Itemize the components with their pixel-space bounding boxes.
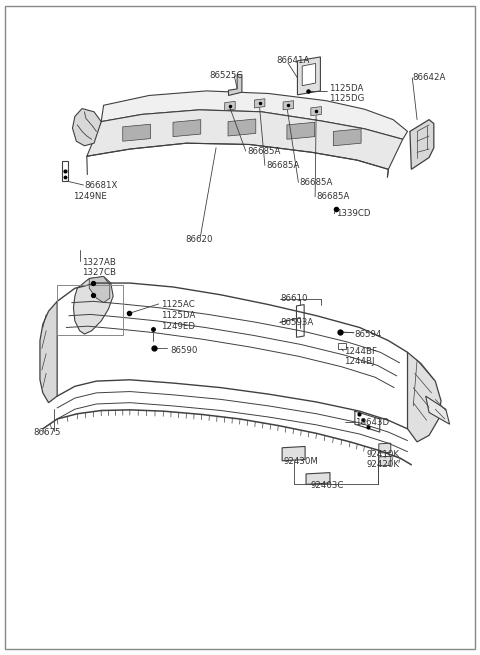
- Polygon shape: [297, 305, 304, 337]
- Text: 1125DG: 1125DG: [328, 94, 364, 103]
- Text: 1125DA: 1125DA: [161, 310, 195, 320]
- Polygon shape: [101, 91, 408, 140]
- Polygon shape: [379, 443, 391, 453]
- Text: 86525C: 86525C: [209, 71, 242, 81]
- Polygon shape: [89, 276, 110, 303]
- Text: 86685A: 86685A: [266, 161, 300, 170]
- Polygon shape: [287, 122, 315, 140]
- Text: 1125AC: 1125AC: [161, 300, 195, 309]
- Text: 1327AB: 1327AB: [82, 257, 116, 267]
- Text: 86641A: 86641A: [276, 56, 309, 66]
- Polygon shape: [173, 120, 201, 137]
- Polygon shape: [254, 99, 265, 108]
- Text: 86593A: 86593A: [281, 318, 314, 327]
- Polygon shape: [283, 101, 294, 110]
- Text: 92430M: 92430M: [283, 457, 318, 466]
- Text: 86675: 86675: [33, 428, 61, 437]
- Text: 18643D: 18643D: [355, 418, 389, 427]
- Text: 86685A: 86685A: [300, 178, 333, 187]
- Text: 86610: 86610: [281, 293, 308, 303]
- Text: 86620: 86620: [185, 234, 213, 244]
- Polygon shape: [410, 120, 434, 170]
- Text: 86590: 86590: [170, 346, 198, 355]
- Text: 1244BJ: 1244BJ: [344, 357, 375, 366]
- Polygon shape: [225, 102, 235, 111]
- Polygon shape: [306, 473, 330, 484]
- Text: 1249NE: 1249NE: [73, 193, 108, 201]
- Polygon shape: [333, 129, 361, 146]
- Text: 1244BF: 1244BF: [344, 346, 377, 356]
- Polygon shape: [123, 124, 151, 141]
- Text: 1339CD: 1339CD: [336, 209, 370, 218]
- Polygon shape: [298, 57, 321, 95]
- Polygon shape: [228, 119, 256, 136]
- Polygon shape: [72, 109, 101, 146]
- Text: 86642A: 86642A: [412, 73, 445, 83]
- Polygon shape: [337, 343, 346, 349]
- Polygon shape: [228, 75, 242, 96]
- Polygon shape: [40, 301, 57, 403]
- Text: 86685A: 86685A: [247, 147, 280, 155]
- Text: 92403C: 92403C: [311, 481, 344, 490]
- Polygon shape: [302, 64, 316, 86]
- Text: 92420K: 92420K: [367, 460, 400, 469]
- Polygon shape: [311, 107, 322, 116]
- Polygon shape: [87, 110, 403, 170]
- Text: 1327CB: 1327CB: [82, 268, 116, 277]
- Polygon shape: [408, 352, 441, 442]
- Polygon shape: [379, 457, 391, 466]
- Polygon shape: [73, 276, 113, 334]
- Text: 92410K: 92410K: [367, 450, 400, 458]
- Polygon shape: [282, 447, 305, 461]
- Text: 86594: 86594: [355, 329, 382, 339]
- Polygon shape: [426, 396, 450, 424]
- Text: 86685A: 86685A: [317, 193, 350, 201]
- Text: 1125DA: 1125DA: [328, 84, 363, 94]
- Text: 86681X: 86681X: [84, 181, 118, 189]
- Text: 1249ED: 1249ED: [161, 322, 195, 331]
- Polygon shape: [62, 162, 68, 181]
